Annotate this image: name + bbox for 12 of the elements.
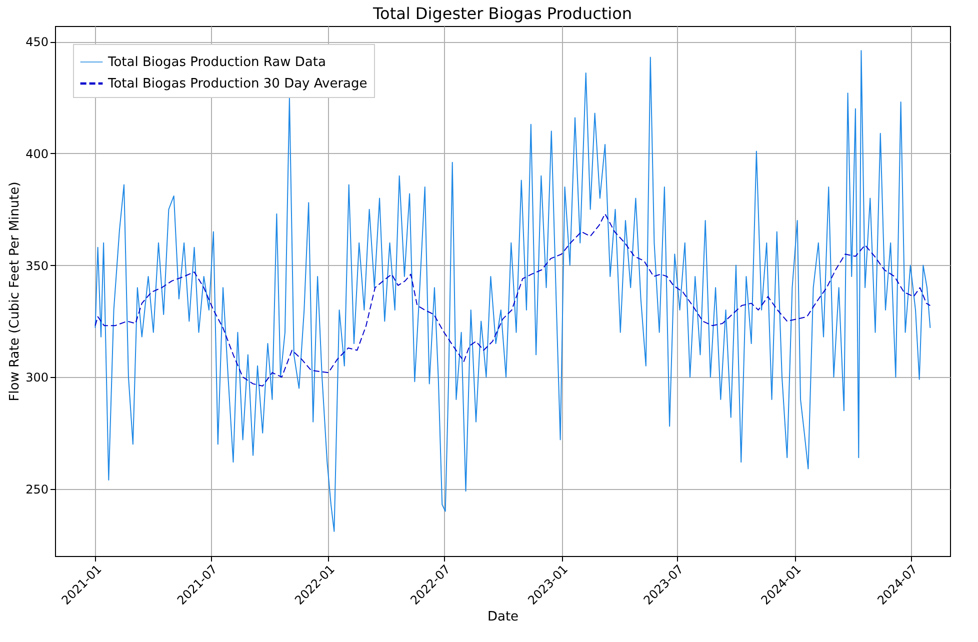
y-tick-label: 350 [26,258,48,273]
y-tick-label: 300 [26,370,48,385]
legend-label: Total Biogas Production 30 Day Average [107,76,368,92]
line-series [94,50,931,532]
y-tick-label: 250 [26,482,48,496]
chart-title: Total Digester Biogas Production [372,4,632,23]
line-series [94,213,931,387]
y-axis-title: Flow Rate (Cubic Feet Per Minute) [8,182,23,402]
x-axis-title: Date [487,610,519,625]
legend-label: Total Biogas Production Raw Data [107,55,326,70]
y-tick-label: 400 [26,146,48,161]
y-tick-label: 450 [26,35,48,50]
